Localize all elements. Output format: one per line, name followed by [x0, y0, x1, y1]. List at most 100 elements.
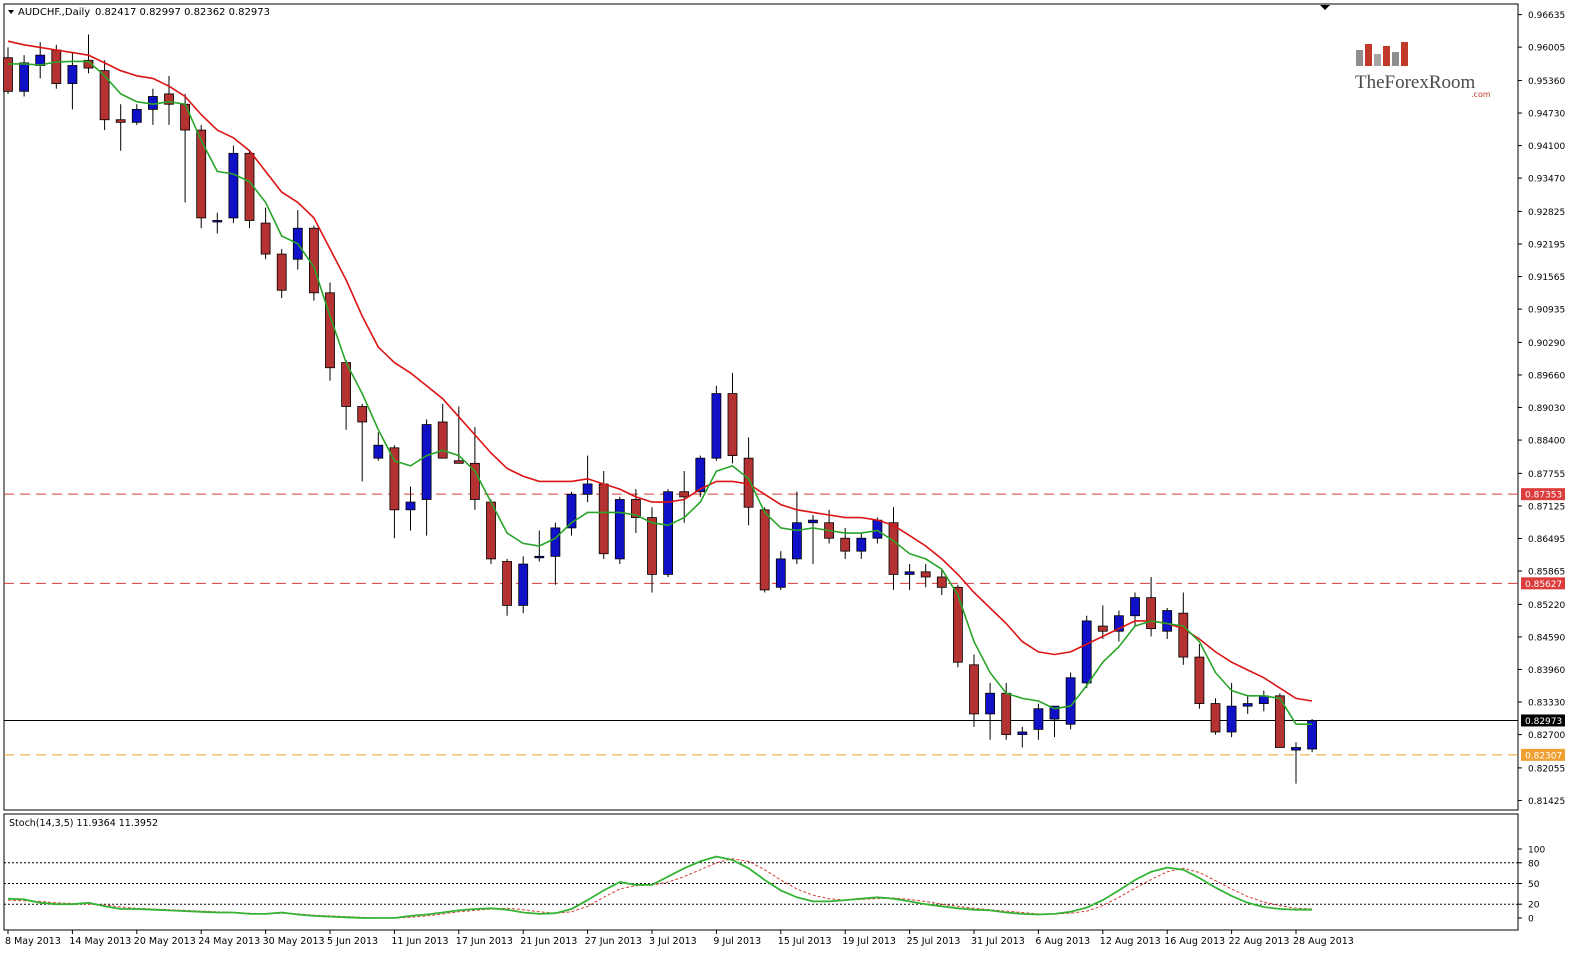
x-axis-tick-label: 27 Jun 2013 — [585, 936, 642, 947]
brand-logo: TheForexRoom .com — [1355, 42, 1491, 99]
candle — [1226, 682, 1237, 738]
stoch-panel — [3, 813, 1519, 931]
candle — [325, 282, 335, 381]
y-axis-tick-label: 0.91565 — [1528, 273, 1565, 283]
candle-body — [840, 537, 851, 552]
candle — [969, 654, 979, 727]
candle-body — [856, 537, 867, 552]
y-axis-tick-label: 0.92195 — [1528, 240, 1565, 250]
candle-body — [518, 563, 529, 606]
candle-body — [1242, 703, 1253, 707]
candle-body — [373, 444, 384, 459]
x-axis-tick-label: 6 Aug 2013 — [1035, 936, 1090, 947]
x-axis-tick-label: 17 Jun 2013 — [456, 936, 513, 947]
candle-body — [872, 519, 883, 539]
y-axis-tick-label: 0.89660 — [1528, 371, 1565, 381]
candle-body — [421, 424, 432, 500]
x-axis-tick-label: 28 Aug 2013 — [1293, 936, 1354, 947]
x-axis-tick-label: 25 Jul 2013 — [907, 936, 961, 947]
candle — [759, 507, 770, 593]
candle — [244, 150, 255, 229]
candle — [502, 558, 513, 616]
moving-average-fast — [8, 60, 1313, 726]
candle — [1275, 693, 1285, 748]
shift-marker-icon — [1320, 5, 1330, 10]
x-axis-tick-label: 16 Aug 2013 — [1164, 936, 1225, 947]
logo-suffix-text: .com — [1471, 90, 1491, 99]
candle-body — [566, 493, 577, 529]
candle — [437, 403, 448, 459]
candle — [920, 564, 931, 588]
resistance-line-tag-label: 0.85627 — [1525, 580, 1562, 590]
x-axis-tick-label: 24 May 2013 — [198, 936, 260, 947]
candle — [792, 491, 802, 565]
candle — [228, 145, 239, 224]
x-axis-tick-label: 11 Jun 2013 — [391, 936, 448, 947]
y-axis-tick-label: 0.94730 — [1528, 110, 1565, 120]
candle — [405, 486, 416, 531]
x-axis-tick-label: 5 Jun 2013 — [327, 936, 378, 947]
logo-bar — [1392, 52, 1399, 66]
candle-body — [1210, 703, 1221, 733]
candle — [808, 514, 818, 565]
candle — [888, 507, 899, 590]
candle-body — [1178, 612, 1189, 658]
candle — [212, 212, 223, 234]
candle — [985, 682, 995, 740]
logo-bar — [1365, 44, 1372, 66]
candle-body — [115, 119, 126, 123]
y-axis-tick-label: 0.83330 — [1528, 699, 1565, 709]
candle — [679, 471, 690, 523]
y-axis-tick-label: 0.89030 — [1528, 404, 1565, 414]
candle-body — [99, 70, 110, 121]
candle — [550, 522, 561, 585]
logo-bar — [1383, 46, 1390, 66]
candle — [1097, 605, 1108, 639]
x-axis-tick-label: 3 Jul 2013 — [649, 936, 697, 947]
candle-body — [1194, 656, 1205, 704]
candle-body — [969, 664, 979, 715]
y-axis-tick-label: 0.88400 — [1528, 437, 1565, 447]
y-axis-tick-label: 0.84590 — [1528, 633, 1565, 643]
candle — [711, 385, 722, 461]
x-axis-tick-label: 31 Jul 2013 — [971, 936, 1025, 947]
candle — [1146, 576, 1156, 637]
candle — [647, 507, 657, 593]
x-axis-tick-label: 9 Jul 2013 — [713, 936, 761, 947]
menu-triangle-icon[interactable] — [8, 10, 14, 14]
stoch-tick-label: 0 — [1528, 915, 1534, 925]
candle-body — [276, 253, 287, 291]
stoch-tick-label: 100 — [1528, 846, 1545, 856]
current-price-line-tag — [1521, 714, 1565, 727]
x-axis-tick-label: 14 May 2013 — [69, 936, 131, 947]
candle-body — [405, 501, 416, 511]
x-axis-tick-label: 22 Aug 2013 — [1229, 936, 1290, 947]
candle-body — [83, 59, 94, 69]
x-axis-tick-label: 8 May 2013 — [5, 936, 61, 947]
y-axis-tick-label: 0.85865 — [1528, 568, 1565, 578]
candle-body — [437, 421, 448, 459]
y-axis-tick-label: 0.95360 — [1528, 77, 1565, 87]
candle-body — [647, 517, 657, 575]
candle-body — [19, 62, 30, 92]
candle-body — [131, 109, 142, 123]
x-axis-tick-label: 21 Jun 2013 — [520, 936, 577, 947]
candle-body — [1001, 692, 1012, 735]
candle-body — [727, 393, 738, 456]
candle — [1210, 698, 1221, 735]
y-axis-tick-label: 0.92825 — [1528, 208, 1565, 218]
candle-body — [453, 460, 464, 464]
candle-body — [936, 576, 947, 588]
candle-body — [953, 586, 963, 663]
resistance-line-tag — [1521, 488, 1565, 501]
candle — [663, 489, 673, 577]
candle-body — [3, 57, 13, 92]
candle-body — [502, 561, 513, 606]
candle — [357, 403, 368, 482]
candle — [115, 104, 126, 151]
candle — [19, 55, 30, 97]
logo-bar — [1356, 50, 1363, 66]
candle — [614, 496, 625, 565]
